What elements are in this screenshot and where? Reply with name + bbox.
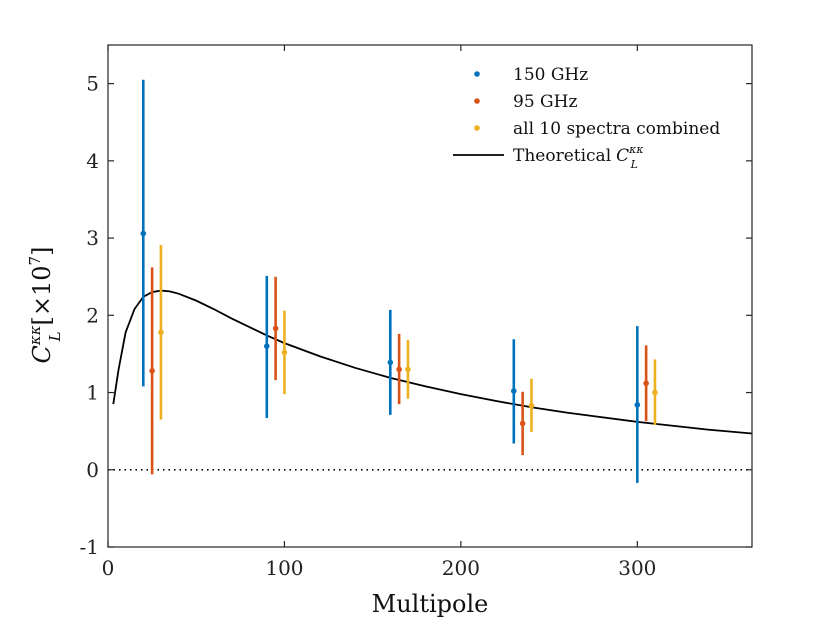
data-point-combined-2 [405,366,411,373]
legend-label-95ghz: 95 GHz [513,92,577,112]
x-tick-label-0: 0 [102,556,115,580]
legend-theory-sup: κκ [628,143,644,156]
y-axis-label-bracket: [×10 [28,265,56,325]
axes-box [107,44,753,548]
legend-theory-symbol: C [616,146,629,166]
legend-marker-95ghz [474,98,480,104]
data-point-95ghz-4 [643,380,649,387]
y-tick-label-0: 0 [86,458,99,482]
legend: 150 GHz 95 GHz all 10 spectra combined T… [453,65,720,171]
y-tick-label-3: 3 [86,226,99,250]
y-tick-label-5: 5 [86,72,99,96]
data-point-95ghz-1 [272,325,279,332]
y-tick-label--1: -1 [80,535,99,559]
legend-marker-combined [474,125,480,131]
y-axis-label-exponent: 7 [26,256,44,266]
x-tick-label-200: 200 [442,556,480,580]
legend-label-theory: Theoretical Cκκ L [513,143,644,171]
y-axis-label-symbol: C [28,345,56,363]
y-axis-label-sub: L [46,331,64,342]
data-point-combined-4 [652,389,658,396]
error-bars-group [140,79,658,483]
y-axis-label: Cκκ L [×107] [26,247,64,364]
plot-area [108,45,752,547]
data-point-combined-1 [281,349,288,356]
legend-label-150ghz: 150 GHz [513,65,588,85]
plot-background [108,45,752,547]
data-point-150ghz-4 [634,402,641,408]
y-tick-label-2: 2 [86,303,99,327]
axes-frame-group [107,44,753,548]
x-axis-label: Multipole [372,590,489,618]
data-point-95ghz-2 [396,366,402,373]
data-point-combined-3 [528,402,535,409]
data-point-95ghz-0 [149,368,155,374]
x-ticks-group: 0 100 200 300 [102,45,656,580]
y-tick-label-1: 1 [86,381,99,405]
y-tick-label-4: 4 [86,149,99,173]
data-point-150ghz-1 [263,343,270,350]
data-point-150ghz-3 [511,388,517,394]
x-tick-label-100: 100 [265,556,303,580]
y-axis-label-sup: κκ [26,325,44,346]
legend-theory-sub: L [630,158,638,171]
data-point-combined-0 [158,329,164,336]
y-ticks-group: -1 0 1 2 3 4 5 [80,72,752,559]
data-point-150ghz-0 [140,230,147,237]
legend-label-combined: all 10 spectra combined [513,119,720,139]
legend-theory-name: Theoretical [513,146,611,166]
data-point-150ghz-2 [387,359,394,366]
x-tick-label-300: 300 [618,556,656,580]
legend-marker-150ghz [474,71,480,77]
data-point-95ghz-3 [519,420,526,427]
y-axis-label-close: ] [28,247,56,256]
